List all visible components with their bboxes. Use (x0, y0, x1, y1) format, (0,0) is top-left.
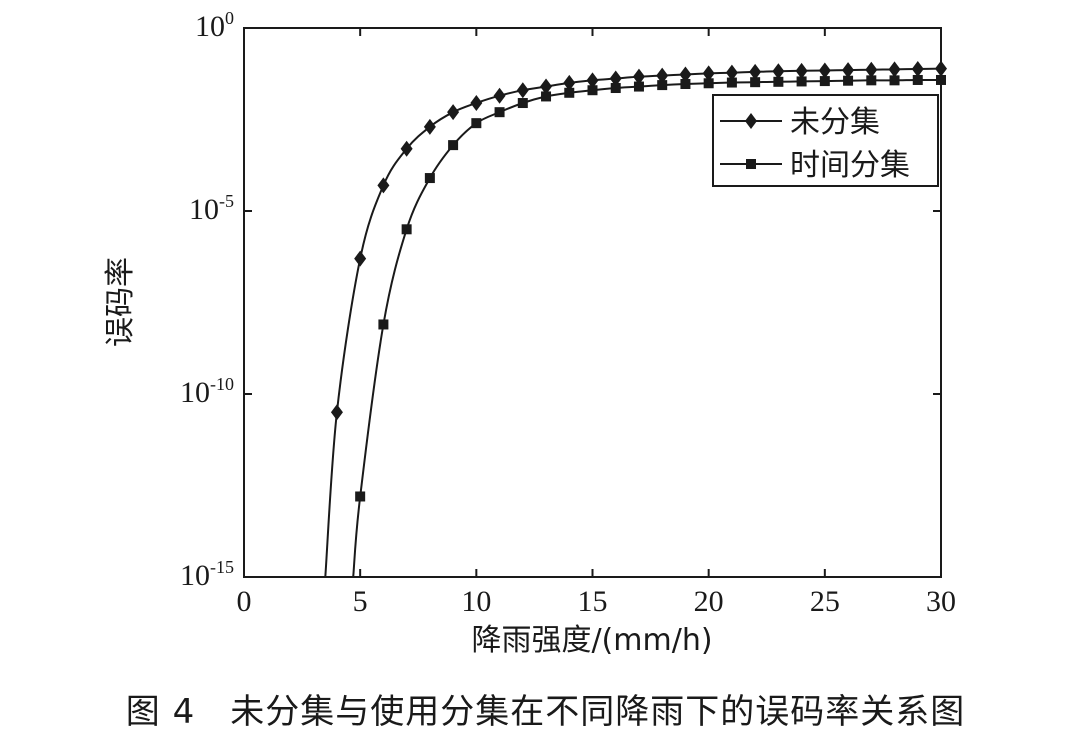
diamond-point (842, 62, 855, 79)
diamond-point (749, 63, 762, 80)
diamond-point (632, 68, 645, 85)
ber-chart: 0 5 10 15 20 25 30 100 10-5 10-10 10-15 降雨强度/(mm/… (103, 8, 956, 658)
series-line-1 (352, 78, 942, 578)
square-point (819, 76, 830, 87)
square-point (564, 87, 575, 98)
series-layer (324, 60, 947, 578)
square-point (471, 118, 482, 129)
square-point (448, 140, 459, 151)
legend-label-1: 时间分集 (790, 148, 910, 183)
square-point (494, 107, 505, 118)
y-tick-label: 10-15 (180, 557, 234, 592)
y-tick-label: 10-5 (189, 191, 234, 226)
diamond-point (679, 66, 692, 83)
diamond-point (423, 118, 436, 135)
x-tick-label: 15 (578, 585, 608, 618)
square-point (936, 74, 946, 85)
square-point (657, 80, 668, 91)
x-tick-label: 0 (237, 585, 252, 618)
legend-label-0: 未分集 (790, 105, 880, 140)
diamond-point (330, 404, 343, 421)
diamond-point (702, 65, 715, 82)
diamond-point (725, 64, 738, 81)
diamond-point (563, 74, 576, 91)
diamond-point (540, 78, 553, 95)
square-point (401, 224, 412, 235)
diamond-point (377, 177, 390, 194)
x-tick-label: 10 (461, 585, 491, 618)
legend-marker-diamond (745, 113, 757, 129)
x-axis-title: 降雨强度/(mm/h) (471, 623, 712, 658)
square-point (843, 75, 854, 86)
y-axis: 100 10-5 10-10 10-15 (180, 8, 941, 592)
square-point (517, 98, 528, 109)
diamond-point (795, 62, 808, 79)
figure-caption: 图 4 未分集与使用分集在不同降雨下的误码率关系图 (125, 692, 966, 732)
square-point (773, 76, 784, 87)
diamond-point (935, 60, 947, 77)
legend: 未分集 时间分集 (712, 94, 939, 187)
diamond-point (400, 140, 413, 157)
square-point (796, 76, 807, 87)
diamond-point (772, 63, 785, 80)
diamond-point (447, 104, 460, 121)
legend-box (712, 94, 939, 187)
y-tick-label: 100 (195, 8, 234, 43)
square-point (587, 85, 598, 96)
diamond-point (656, 67, 669, 84)
x-axis: 0 5 10 15 20 25 30 (237, 28, 956, 618)
square-point (541, 91, 552, 102)
square-point (912, 74, 923, 85)
legend-marker-square (746, 159, 756, 169)
diamond-point (493, 87, 506, 104)
square-point (703, 78, 714, 89)
diamond-point (516, 82, 529, 99)
square-point (424, 173, 435, 184)
square-point (750, 77, 761, 88)
diamond-point (470, 95, 483, 112)
diamond-point (865, 61, 878, 78)
square-point (889, 75, 900, 86)
diamond-point (818, 62, 831, 79)
y-tick-label: 10-10 (180, 374, 234, 409)
y-axis-title: 误码率 (103, 257, 138, 347)
square-point (378, 319, 389, 330)
square-point (680, 78, 691, 89)
diamond-point (911, 60, 924, 77)
x-tick-label: 20 (694, 585, 724, 618)
x-tick-label: 5 (353, 585, 368, 618)
diamond-point (354, 250, 367, 267)
diamond-point (609, 70, 622, 87)
x-tick-label: 30 (926, 585, 956, 618)
x-tick-label: 25 (810, 585, 840, 618)
square-point (355, 491, 366, 502)
square-point (633, 81, 644, 92)
square-point (726, 77, 737, 88)
diamond-point (586, 72, 599, 89)
diamond-point (888, 61, 901, 78)
square-point (610, 83, 621, 94)
square-point (866, 75, 877, 86)
